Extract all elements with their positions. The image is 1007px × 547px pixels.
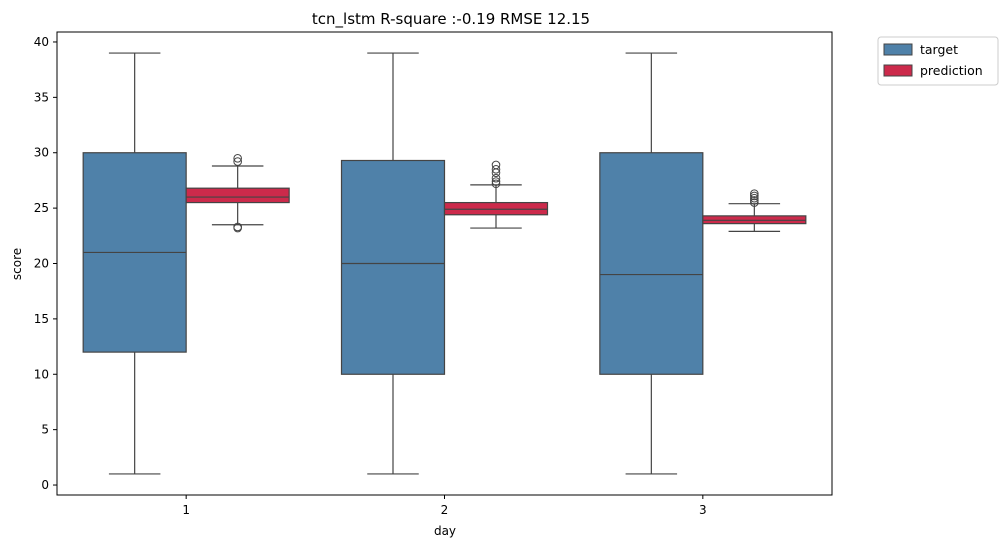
box-prediction-day-1 [185,153,290,233]
legend-label-target: target [920,42,958,57]
outlier-point-prediction-day-3-0 [750,198,759,207]
box-prediction-day-3 [702,189,807,232]
y-tick-label-10: 10 [34,367,49,381]
legend-swatch-prediction [883,64,913,77]
outlier-point-prediction-day-1-2 [233,157,242,166]
y-tick-label-20: 20 [34,257,49,271]
box-target-day-1 [82,52,187,475]
outlier-point-prediction-day-1-1 [233,222,242,232]
x-tick-label-2: 2 [441,503,449,517]
outlier-point-prediction-day-3-4 [750,189,759,199]
iqr-box-prediction-day-1 [185,187,290,204]
y-tick-label-5: 5 [41,423,49,437]
y-axis-label: score [10,248,24,280]
outlier-point-prediction-day-3-3 [750,191,759,201]
legend: target prediction [877,36,999,86]
outlier-point-prediction-day-2-2 [491,173,501,183]
y-tick-label-30: 30 [34,146,49,160]
legend-swatch-target [883,43,913,56]
y-tick-label-35: 35 [34,90,49,104]
y-tick-label-40: 40 [34,35,49,49]
x-tick-label-1: 1 [182,503,190,517]
box-target-day-3 [599,52,704,475]
plot-area: 0 5 10 15 20 25 30 35 40 1 2 3 [34,31,833,517]
outlier-point-prediction-day-1-3 [233,153,242,163]
outlier-point-prediction-day-2-5 [491,160,501,170]
y-tick-label-15: 15 [34,312,49,326]
outlier-point-prediction-day-3-1 [750,196,759,205]
x-tick-label-3: 3 [699,503,707,517]
outlier-point-prediction-day-2-1 [491,177,501,186]
box-target-day-2 [340,52,446,475]
chart-title: tcn_lstm R-square :-0.19 RMSE 12.15 [312,10,590,29]
outlier-point-prediction-day-3-2 [750,193,759,203]
iqr-box-target-day-3 [599,152,704,375]
outlier-point-prediction-day-2-4 [491,165,501,174]
y-tick-label-25: 25 [34,201,49,215]
iqr-box-target-day-2 [340,159,446,375]
legend-label-prediction: prediction [920,63,983,78]
y-tick-label-0: 0 [41,478,49,492]
x-axis-label: day [434,524,456,538]
outlier-point-prediction-day-2-0 [491,179,501,189]
box-prediction-day-2 [443,160,549,229]
